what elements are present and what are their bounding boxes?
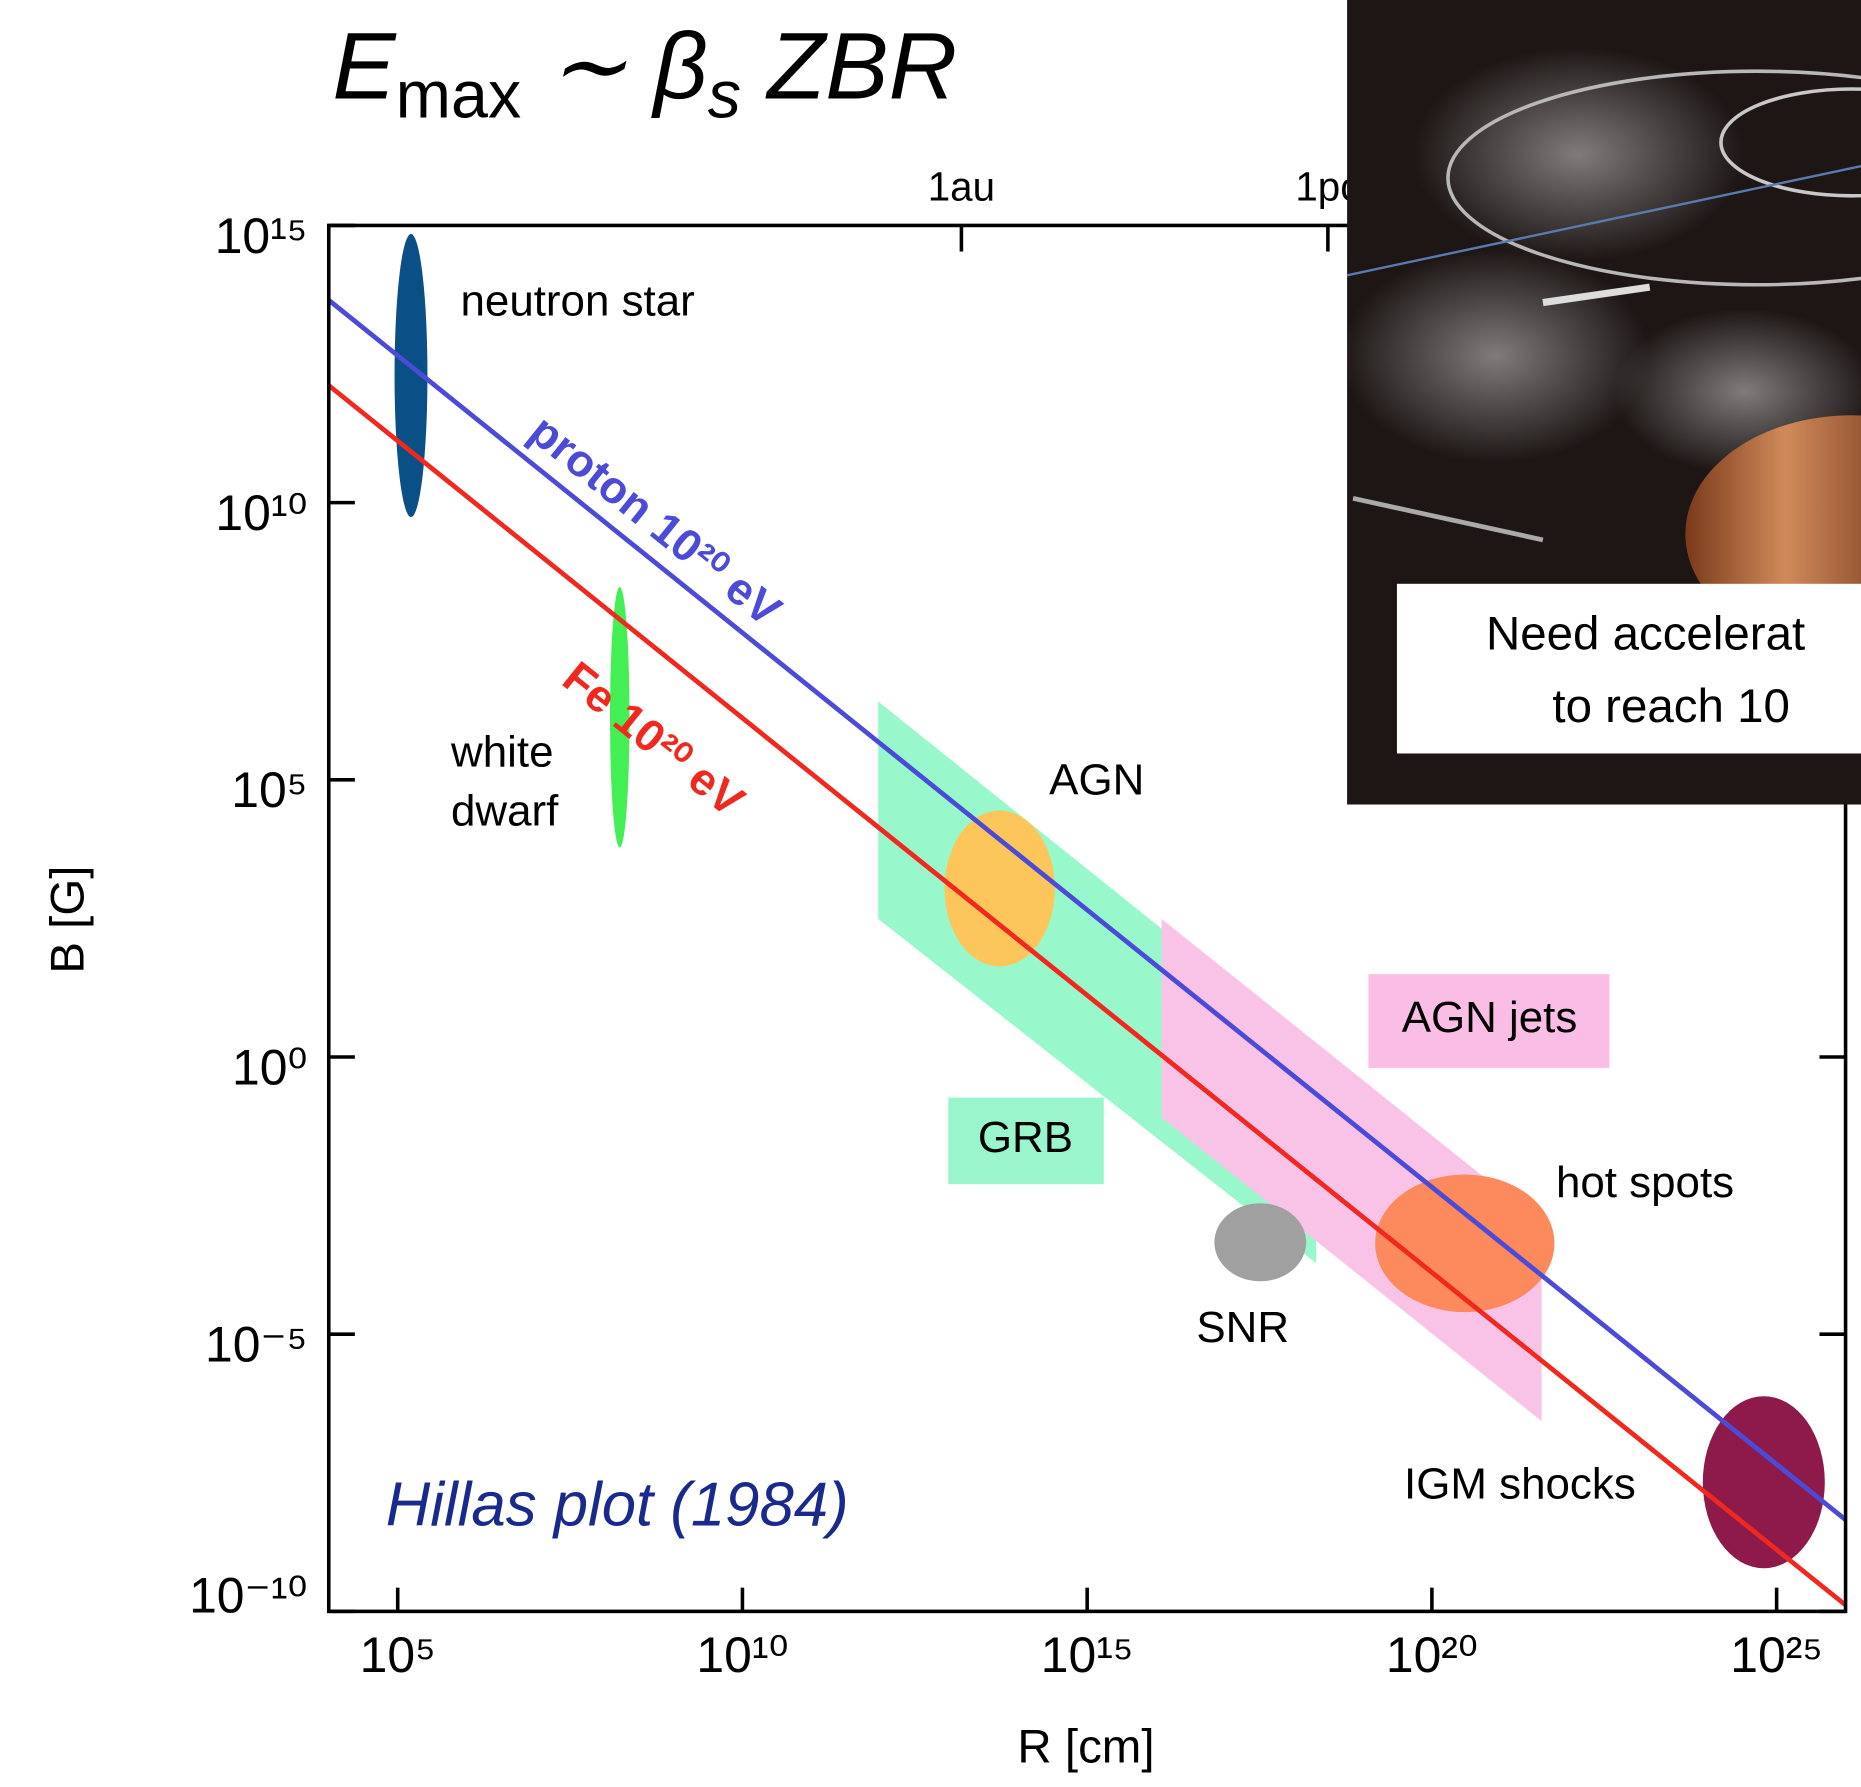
region-ellipse [610, 587, 630, 848]
region-label: dwarf [451, 787, 559, 836]
title-part: ZBR [741, 14, 957, 120]
y-tick-label: 10⁰ [232, 1039, 307, 1095]
chart-title: Emax ∼ βs ZBR [332, 14, 957, 133]
photo-cloud [1412, 47, 1745, 262]
region-ellipse [944, 810, 1055, 967]
region-label: AGN [1049, 756, 1144, 805]
photo-orbit [1719, 87, 1861, 198]
series-line [327, 298, 1848, 1522]
title-part: ∼ β [521, 14, 708, 120]
region-ellipse [1702, 1396, 1825, 1569]
caption-box [1396, 583, 1861, 754]
y-tick-label: 10⁻¹⁰ [189, 1568, 307, 1624]
region-label: neutron star [461, 276, 695, 325]
series-label: proton 10²⁰ eV [520, 405, 791, 637]
y-tick-label: 10⁻⁵ [205, 1317, 307, 1373]
region-ellipse [1214, 1203, 1307, 1282]
title-subscript: max [396, 58, 522, 132]
x-tick-label: 10²⁰ [1386, 1627, 1478, 1683]
photo-streak [1542, 283, 1651, 307]
region-label: AGN jets [1402, 993, 1578, 1042]
series-line [327, 383, 1848, 1607]
photo-orbit [1446, 69, 1861, 287]
x-tick-label: 10¹⁵ [1041, 1627, 1134, 1683]
x-tick-label: 10¹⁰ [696, 1627, 788, 1683]
y-tick-label: 10⁵ [231, 762, 307, 818]
x-tick-label: 10²⁵ [1730, 1627, 1823, 1683]
top-x-tick-label: 1au [928, 164, 995, 210]
x-tick-label: 10⁵ [360, 1627, 436, 1683]
region-label: GRB [978, 1113, 1073, 1162]
inset-photo: Need accelerat to reach 10 [1341, 0, 1861, 805]
caption-line: Need accelerat [1486, 608, 1805, 661]
photo-streak [1346, 164, 1861, 277]
x-axis-label: R [cm] [1017, 1721, 1154, 1774]
title-subscript: s [708, 58, 741, 132]
annotation: Hillas plot (1984) [386, 1471, 849, 1540]
label-box [948, 1097, 1104, 1185]
y-tick-label: 10¹⁵ [215, 208, 308, 264]
region-label: IGM shocks [1404, 1459, 1636, 1508]
title-part: E [332, 14, 397, 120]
region-label: white [450, 727, 553, 776]
caption-line: to reach 10 [1552, 680, 1789, 733]
region-label: SNR [1196, 1303, 1289, 1352]
series-label: Fe 10²⁰ eV [554, 651, 754, 826]
photo-cloud [1341, 249, 1650, 463]
y-axis-label: B [G] [42, 866, 95, 974]
region-ellipse [1375, 1174, 1555, 1313]
label-box [1368, 974, 1610, 1068]
y-tick-label: 10¹⁰ [215, 485, 307, 541]
photo-streak [1352, 496, 1544, 543]
region-label: hot spots [1556, 1158, 1734, 1207]
